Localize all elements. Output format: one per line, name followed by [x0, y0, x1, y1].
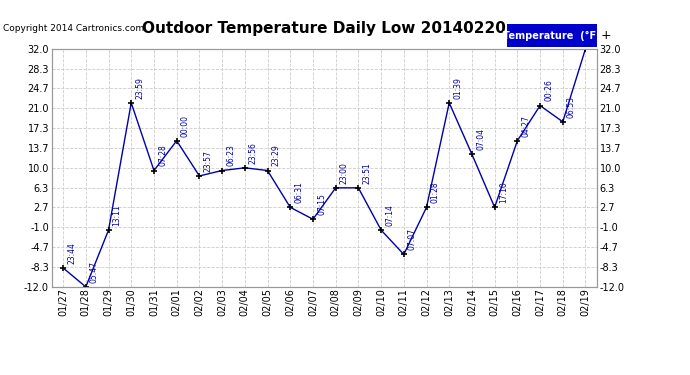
Text: 23:51: 23:51	[362, 162, 371, 184]
Text: +: +	[601, 29, 611, 42]
Text: 23:59: 23:59	[135, 77, 144, 99]
Text: 07:14: 07:14	[385, 204, 394, 226]
Text: 01:28: 01:28	[431, 182, 440, 203]
Text: 23:44: 23:44	[67, 242, 77, 264]
Text: 23:57: 23:57	[204, 150, 213, 172]
Text: 23:56: 23:56	[249, 142, 258, 164]
Text: Temperature  (°F): Temperature (°F)	[503, 31, 601, 40]
Text: 00:26: 00:26	[544, 80, 553, 101]
Text: 07:04: 07:04	[476, 128, 485, 150]
Text: Outdoor Temperature Daily Low 20140220: Outdoor Temperature Daily Low 20140220	[142, 21, 506, 36]
Text: 01:39: 01:39	[453, 77, 462, 99]
Text: 05:90: 05:90	[590, 22, 599, 45]
Text: 06:53: 06:53	[567, 96, 576, 118]
Text: 07:28: 07:28	[158, 145, 167, 166]
Text: 23:29: 23:29	[272, 145, 281, 166]
Text: 07:15: 07:15	[317, 193, 326, 215]
Text: 23:00: 23:00	[339, 162, 349, 184]
Text: 00:00: 00:00	[181, 115, 190, 136]
Text: 17:10: 17:10	[499, 182, 508, 203]
Text: 04:27: 04:27	[522, 115, 531, 136]
Text: 06:31: 06:31	[295, 181, 304, 203]
Text: 06:23: 06:23	[226, 144, 235, 166]
Text: Copyright 2014 Cartronics.com: Copyright 2014 Cartronics.com	[3, 24, 145, 33]
Text: 07:07: 07:07	[408, 228, 417, 250]
Text: 05:47: 05:47	[90, 261, 99, 283]
Text: 13:11: 13:11	[112, 204, 121, 226]
